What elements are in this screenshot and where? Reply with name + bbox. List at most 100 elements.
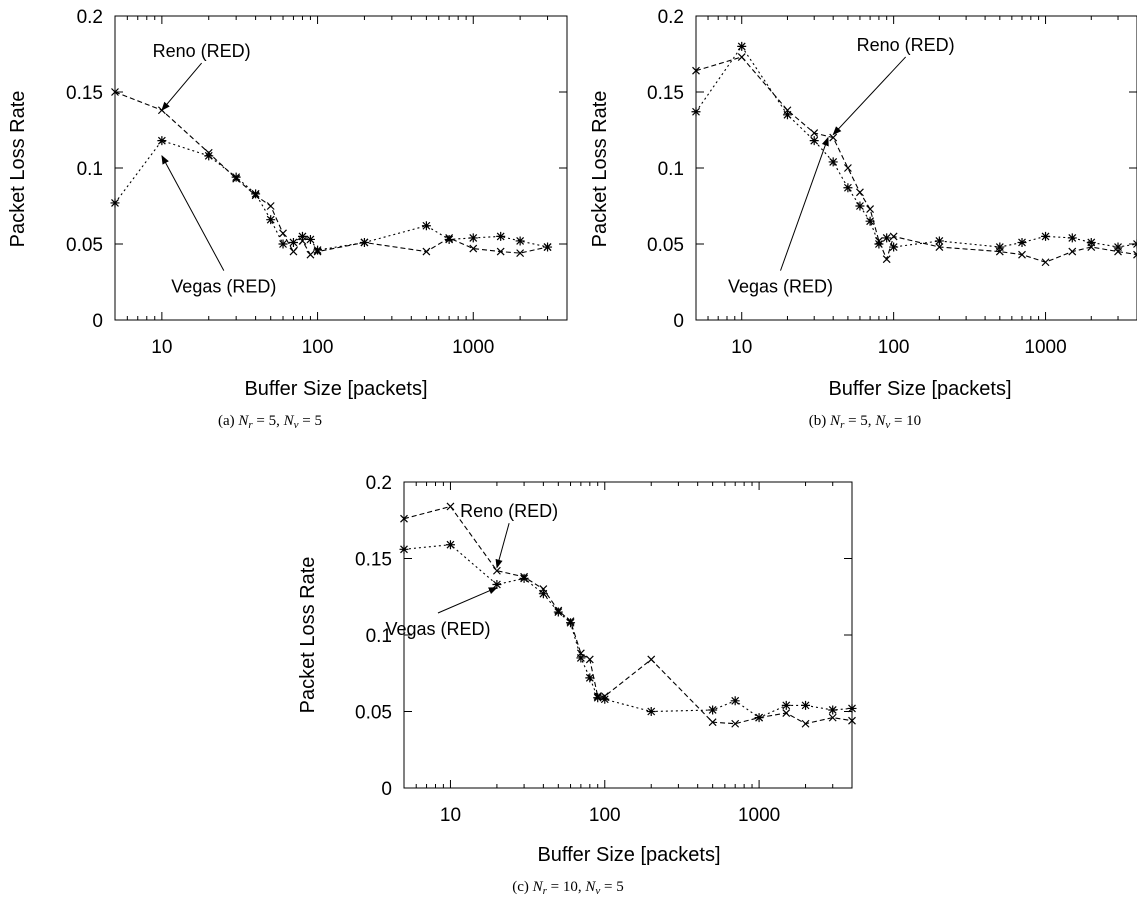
data-point-x [738,54,745,61]
plot-frame [696,16,1137,320]
data-point-star [1041,232,1050,241]
annotation-arrow [497,523,509,567]
y-tick-label: 0.15 [355,550,392,571]
data-point-x [802,720,809,727]
y-tick-label: 0.15 [647,83,684,104]
annotation-label: Reno (RED) [460,501,558,521]
annotation-arrow [833,57,905,135]
data-point-star [111,198,120,207]
series-line [404,507,852,724]
y-tick-label: 0.05 [66,235,103,256]
caption-prefix: (a) [218,413,238,429]
data-point-star [469,233,478,242]
data-point-star [543,243,552,252]
data-point-x [290,248,297,255]
data-point-x [867,206,874,213]
data-point-star [995,243,1004,252]
data-point-star [843,183,852,192]
data-point-star [1068,233,1077,242]
data-point-star [566,618,575,627]
data-point-star [866,217,875,226]
data-point-star [539,589,548,598]
caption-var-value: = 5 [299,413,322,429]
y-tick-label: 0 [381,779,392,800]
data-point-star [1087,238,1096,247]
data-point-star [298,232,307,241]
data-point-star [692,107,701,116]
x-axis-label: Buffer Size [packets] [828,378,1011,400]
data-point-star [783,110,792,119]
data-point-star [554,608,563,617]
data-point-star [204,151,213,160]
x-axis-label: Buffer Size [packets] [244,378,427,400]
data-point-star [496,232,505,241]
series-line [115,141,548,251]
caption-var-value: = 10 [890,413,921,429]
data-point-star [731,696,740,705]
caption-var-value: = 10, [547,879,585,895]
data-point-x [856,189,863,196]
data-point-star [1133,240,1137,249]
data-point-star [445,235,454,244]
series-line [696,46,1137,247]
data-point-star [708,705,717,714]
data-point-x [307,251,314,258]
x-tick-label: 1000 [452,337,494,358]
caption-prefix: (c) [512,879,532,895]
annotation-label: Vegas (RED) [728,277,833,297]
y-tick-label: 0.2 [366,473,392,494]
annotation-arrow [162,156,224,271]
y-tick-label: 0 [92,311,103,332]
data-point-star [585,673,594,682]
data-point-star [1114,243,1123,252]
data-point-star [313,246,322,255]
data-point-star [935,236,944,245]
caption-var-value: = 5, [253,413,284,429]
data-point-x [1042,259,1049,266]
y-tick-label: 0.1 [77,159,103,180]
data-point-star [600,695,609,704]
annotation-arrow [438,588,497,613]
data-point-x [883,256,890,263]
data-point-star [360,238,369,247]
annotation-label: Vegas (RED) [385,619,490,639]
data-point-star [828,705,837,714]
y-tick-label: 0 [673,311,684,332]
annotation-arrow [162,63,202,110]
x-tick-label: 10 [440,805,461,826]
data-point-x [890,233,897,240]
data-point-x [423,248,430,255]
x-tick-label: 1000 [1024,337,1066,358]
y-axis-label: Packet Loss Rate [589,91,611,248]
annotation-label: Reno (RED) [153,41,251,61]
x-tick-label: 10 [731,337,752,358]
data-point-star [855,202,864,211]
data-point-x [280,230,287,237]
data-point-star [157,136,166,145]
data-point-star [520,574,529,583]
annotation-label: Reno (RED) [857,35,955,55]
data-point-x [1069,248,1076,255]
data-point-star [848,704,857,713]
panel-caption: (a) Nr = 5, Nv = 5 [218,413,322,431]
data-point-star [422,221,431,230]
data-point-x [648,656,655,663]
data-point-star [279,240,288,249]
chart-panel-b: Packet Loss Rate Buffer Size [packets] (… [589,7,1137,431]
caption-prefix: (b) [809,413,830,429]
y-tick-label: 0.15 [66,83,103,104]
data-point-star [882,233,891,242]
chart-panel-c: Packet Loss Rate Buffer Size [packets] (… [297,473,857,897]
data-point-star [306,235,315,244]
panel-caption: (c) Nr = 10, Nv = 5 [512,879,624,897]
data-point-star [251,189,260,198]
data-point-star [801,701,810,710]
data-point-star [266,215,275,224]
x-tick-label: 100 [589,805,621,826]
x-tick-label: 10 [151,337,172,358]
data-point-star [755,713,764,722]
data-point-star [593,693,602,702]
data-point-star [810,136,819,145]
